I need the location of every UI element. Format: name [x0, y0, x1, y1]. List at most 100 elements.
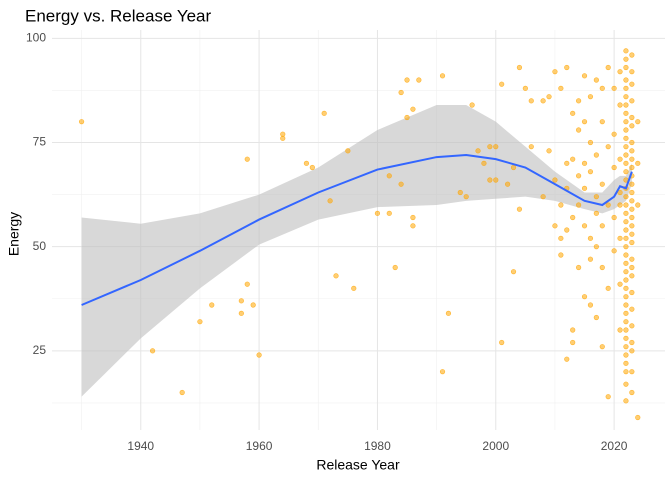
data-point	[564, 227, 570, 233]
data-point	[540, 98, 546, 104]
data-point	[581, 119, 588, 125]
data-point	[629, 214, 635, 221]
data-point	[510, 269, 517, 275]
data-point	[617, 235, 623, 241]
data-point	[280, 135, 286, 141]
x-tick-label: 1940	[127, 439, 154, 453]
data-point	[410, 106, 416, 112]
data-point	[599, 181, 605, 187]
data-point	[611, 214, 617, 221]
data-point	[629, 81, 635, 87]
data-point	[599, 85, 605, 91]
data-point	[552, 177, 558, 183]
data-point	[623, 252, 629, 258]
data-point	[410, 214, 416, 221]
data-point	[587, 169, 594, 175]
data-point	[623, 360, 629, 366]
data-point	[629, 139, 635, 146]
data-point	[611, 248, 617, 254]
data-point	[398, 181, 404, 187]
data-point	[457, 189, 463, 196]
data-point	[623, 310, 629, 316]
data-point	[179, 389, 185, 396]
data-point	[416, 77, 422, 83]
data-point	[593, 314, 599, 321]
data-point	[374, 210, 381, 216]
data-point	[487, 177, 493, 183]
data-point	[623, 352, 629, 358]
data-point	[611, 131, 617, 137]
data-point	[546, 148, 552, 154]
data-point	[605, 144, 611, 150]
data-point	[623, 327, 629, 333]
data-point	[623, 169, 629, 175]
data-point	[238, 310, 244, 316]
data-point	[576, 202, 582, 208]
data-point	[552, 223, 558, 229]
data-point	[623, 381, 629, 387]
data-point	[510, 164, 517, 171]
data-point	[564, 64, 570, 71]
data-point	[439, 73, 446, 79]
data-point	[623, 235, 629, 241]
data-point	[623, 94, 629, 100]
data-point	[78, 119, 85, 125]
data-point	[629, 114, 635, 121]
data-point	[528, 98, 534, 104]
data-point	[522, 85, 528, 91]
data-point	[629, 339, 635, 346]
data-point	[629, 148, 635, 154]
data-point	[629, 231, 635, 237]
data-point	[587, 235, 594, 241]
y-tick-label: 100	[26, 31, 46, 45]
data-point	[599, 119, 605, 125]
y-axis-label: Energy	[6, 212, 22, 256]
data-point	[623, 56, 629, 62]
data-point	[629, 389, 635, 396]
data-point	[623, 135, 629, 141]
data-point	[599, 344, 605, 350]
y-tick-label: 75	[33, 135, 47, 149]
data-point	[540, 194, 546, 200]
y-tick-label: 25	[33, 343, 47, 357]
y-tick-label: 50	[33, 239, 47, 253]
data-point	[404, 114, 410, 121]
data-point	[505, 181, 511, 187]
data-point	[623, 144, 629, 150]
data-point	[623, 102, 629, 108]
data-point	[463, 194, 469, 200]
data-point	[629, 181, 635, 187]
data-point	[623, 160, 629, 166]
data-point	[623, 294, 629, 300]
data-point	[629, 206, 635, 212]
data-point	[611, 85, 617, 91]
data-point	[617, 327, 623, 333]
data-point	[617, 189, 623, 196]
data-point	[623, 302, 629, 308]
data-point	[570, 327, 576, 333]
data-point	[581, 73, 588, 79]
data-point	[327, 198, 333, 204]
data-point	[593, 77, 599, 83]
data-point	[593, 194, 599, 200]
data-point	[576, 173, 582, 179]
data-point	[244, 156, 250, 162]
data-point	[623, 335, 629, 341]
data-point	[629, 369, 635, 375]
data-point	[386, 173, 392, 179]
data-point	[593, 152, 599, 158]
x-tick-label: 1960	[246, 439, 273, 453]
data-point	[593, 244, 599, 250]
data-point	[605, 285, 611, 291]
data-point	[623, 244, 629, 250]
data-point	[581, 294, 588, 300]
data-point	[629, 348, 635, 354]
data-point	[617, 281, 623, 287]
data-point	[149, 348, 156, 354]
data-point	[617, 202, 623, 208]
data-point	[321, 110, 327, 116]
data-point	[576, 127, 582, 133]
data-point	[576, 264, 582, 271]
data-point	[617, 69, 623, 75]
